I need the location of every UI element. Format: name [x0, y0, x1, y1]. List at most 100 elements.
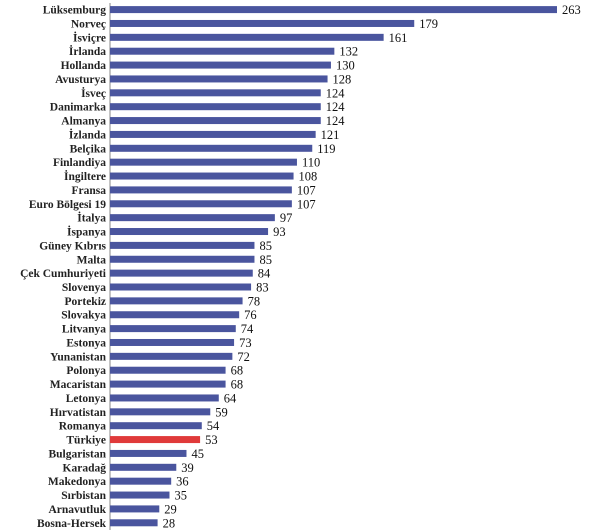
bar: [110, 477, 172, 485]
category-label: İtalya: [77, 211, 106, 225]
category-label: Lüksemburg: [43, 5, 107, 17]
category-label: Fransa: [72, 185, 107, 197]
bar: [110, 394, 219, 402]
value-label: 130: [336, 59, 355, 73]
value-label: 54: [207, 419, 220, 433]
value-label: 119: [317, 142, 335, 156]
value-label: 85: [259, 253, 272, 267]
bar: [110, 366, 226, 374]
value-label: 93: [273, 225, 286, 239]
category-label: İsviçre: [73, 30, 106, 44]
category-label: İrlanda: [69, 44, 106, 58]
value-label: 263: [562, 3, 581, 17]
value-label: 74: [241, 322, 254, 336]
category-label: Slovenya: [62, 282, 106, 294]
category-label: Yunanistan: [50, 351, 106, 363]
value-label: 124: [326, 114, 346, 128]
value-label: 39: [181, 461, 194, 475]
value-label: 132: [339, 45, 358, 59]
value-label: 59: [215, 405, 228, 419]
value-label: 108: [299, 170, 318, 184]
bar: [110, 255, 255, 263]
bar: [110, 186, 292, 194]
bar: [110, 103, 321, 111]
category-label: Çek Cumhuriyeti: [20, 268, 107, 280]
highlight-bar: [110, 436, 201, 444]
value-label: 68: [231, 378, 244, 392]
category-label: Polonya: [66, 365, 106, 377]
value-label: 121: [321, 128, 340, 142]
category-label: Bosna-Hersek: [37, 518, 107, 530]
bar: [110, 61, 331, 69]
category-label: Litvanya: [62, 324, 106, 336]
category-label: Finlandiya: [53, 157, 106, 169]
category-label: Bulgaristan: [48, 448, 106, 460]
category-label: Hırvatistan: [50, 407, 107, 419]
bar: [110, 311, 240, 319]
bar: [110, 283, 252, 291]
value-label: 124: [326, 100, 346, 114]
value-label: 78: [248, 294, 261, 308]
value-label: 110: [302, 156, 320, 170]
value-label: 179: [419, 17, 438, 31]
category-label: İzlanda: [69, 127, 106, 141]
category-label: Euro Bölgesi 19: [29, 199, 106, 211]
bar: [110, 380, 226, 388]
value-label: 36: [176, 475, 189, 489]
category-label: İngiltere: [64, 169, 106, 183]
bar: [110, 172, 294, 180]
value-label: 83: [256, 281, 269, 295]
value-label: 64: [224, 391, 237, 405]
category-label: Portekiz: [64, 296, 106, 308]
bar: [110, 19, 415, 27]
bar: [110, 130, 316, 138]
category-label: Letonya: [66, 393, 107, 405]
bar: [110, 297, 243, 305]
bar: [110, 325, 236, 333]
value-label: 85: [259, 239, 272, 253]
category-label: Arnavutluk: [48, 504, 106, 516]
bar: [110, 214, 275, 222]
category-label: Slovakya: [61, 310, 106, 322]
bar: [110, 47, 335, 55]
bar: [110, 505, 160, 513]
bar: [110, 269, 253, 277]
value-label: 29: [164, 502, 177, 516]
value-label: 28: [163, 516, 176, 530]
category-label: Belçika: [70, 143, 107, 155]
category-label: Karadağ: [63, 462, 107, 474]
bar: [110, 463, 177, 471]
value-label: 72: [237, 350, 250, 364]
value-label: 128: [333, 72, 352, 86]
bar: [110, 338, 235, 346]
category-label: Güney Kıbrıs: [39, 240, 106, 252]
category-label: İspanya: [67, 225, 106, 239]
bar: [110, 75, 328, 83]
bar: [110, 6, 557, 14]
bar: [110, 228, 269, 236]
category-label: Sırbistan: [61, 490, 106, 502]
category-label: Norveç: [71, 18, 106, 30]
value-label: 76: [244, 308, 256, 322]
category-label: Makedonya: [48, 476, 106, 488]
value-label: 161: [389, 31, 408, 45]
value-label: 53: [205, 433, 218, 447]
bar: [110, 519, 158, 527]
value-label: 35: [174, 489, 187, 503]
bar: [110, 449, 187, 457]
bar: [110, 158, 297, 166]
bar: [110, 241, 255, 249]
value-label: 73: [239, 336, 252, 350]
value-label: 107: [297, 197, 316, 211]
value-label: 124: [326, 86, 346, 100]
category-label: Hollanda: [61, 60, 107, 72]
category-label: Malta: [77, 254, 107, 266]
value-label: 68: [231, 364, 244, 378]
chart-title-fragment: ( ): [296, 0, 315, 1]
value-label: 45: [191, 447, 204, 461]
category-label: Macaristan: [50, 379, 107, 391]
bar: [110, 200, 292, 208]
value-label: 84: [258, 267, 271, 281]
bar: [110, 352, 233, 360]
